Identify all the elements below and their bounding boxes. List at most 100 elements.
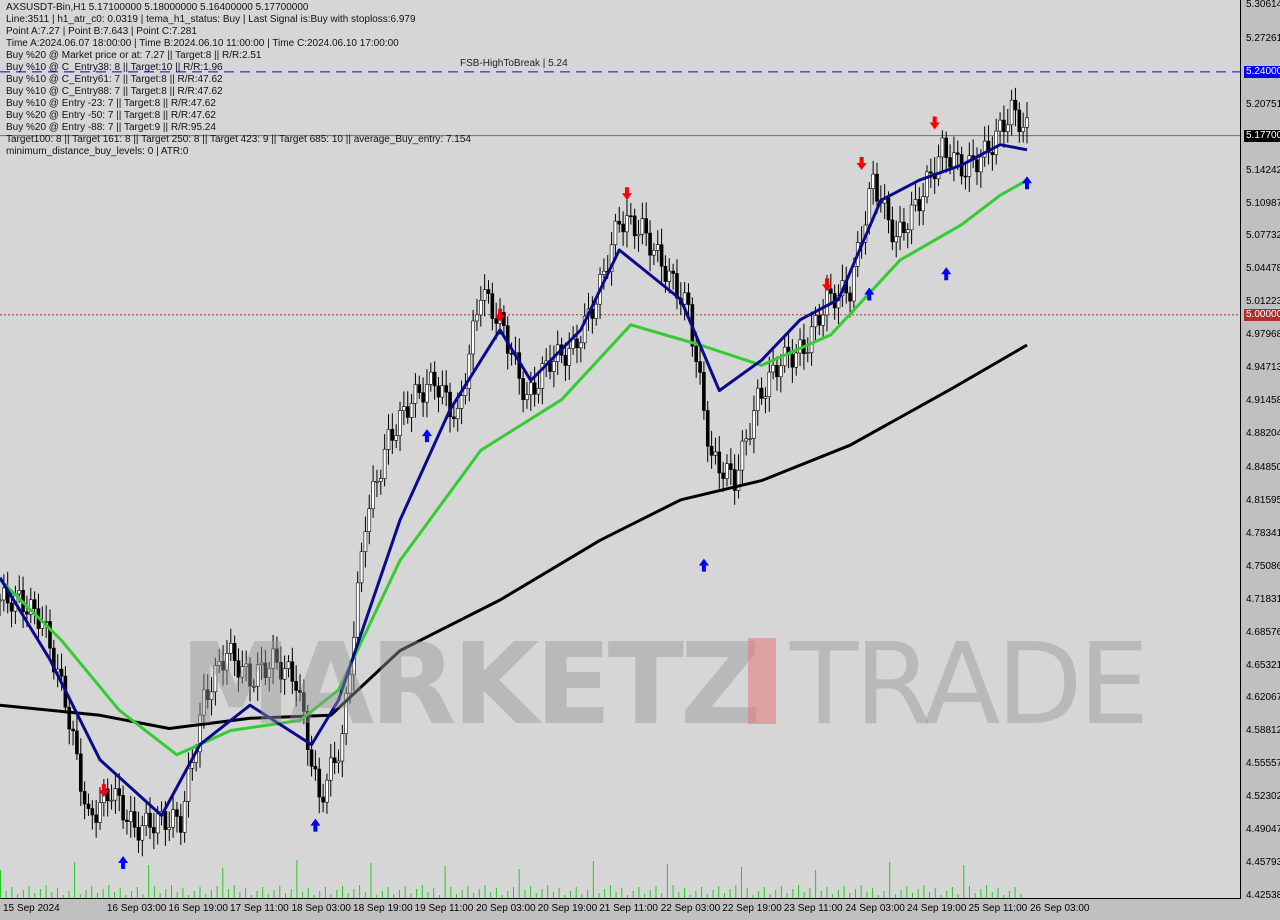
volume-bar: [832, 894, 834, 898]
candle-body: [467, 353, 472, 389]
candle-body: [132, 811, 137, 828]
volume-bar: [752, 895, 754, 898]
volume-bar: [427, 892, 429, 898]
volume-bar: [786, 893, 788, 898]
candle-body: [332, 757, 337, 764]
volume-bar: [142, 894, 144, 898]
candle-body: [205, 689, 210, 700]
candle-body: [629, 215, 633, 218]
volume-bar: [79, 894, 81, 898]
volume-bar: [894, 894, 896, 898]
candle-body: [1021, 127, 1025, 132]
candle-body: [709, 445, 714, 456]
y-tick-label: 4.71831: [1246, 593, 1280, 605]
volume-bar: [1020, 894, 1022, 898]
volume-bar: [815, 870, 817, 898]
volume-bar: [11, 887, 13, 898]
volume-bar: [342, 886, 343, 898]
volume-bar: [17, 894, 19, 898]
y-tick-label: 4.45793: [1246, 857, 1280, 869]
volume-bar: [974, 893, 976, 898]
candle-body: [1009, 99, 1014, 126]
volume-bar: [775, 890, 777, 898]
candle-body: [209, 691, 214, 700]
volume-bar: [131, 891, 133, 898]
volume-bar: [302, 892, 304, 898]
candle-body: [705, 410, 710, 447]
volume-bar: [484, 885, 486, 898]
sell-arrow-icon: [98, 784, 109, 798]
volume-bar: [57, 888, 58, 898]
volume-bar: [108, 885, 110, 898]
volume-bar: [285, 893, 286, 898]
candle-body: [402, 406, 406, 411]
candle-body: [282, 668, 287, 680]
candle-body: [163, 811, 168, 830]
candle-body: [271, 648, 275, 669]
volume-bar: [370, 863, 372, 898]
candle-body: [144, 812, 148, 827]
volume-bar: [239, 892, 241, 898]
sell-arrow-icon: [929, 116, 940, 130]
volume-bar: [661, 893, 663, 898]
price-chart: [0, 71, 1240, 898]
candle-body: [529, 382, 533, 396]
candle-body: [717, 451, 722, 474]
volume-bar: [228, 889, 229, 898]
volume-bar: [313, 895, 315, 898]
candle-body: [1005, 124, 1010, 132]
candle-body: [698, 361, 702, 373]
volume-bar: [735, 885, 737, 898]
volume-bar: [672, 885, 674, 898]
volume-bar: [359, 885, 361, 898]
volume-bar: [39, 889, 41, 898]
volume-bar: [575, 887, 577, 898]
volume-bar: [872, 888, 874, 898]
volume-bar: [592, 861, 594, 898]
candle-body: [321, 796, 325, 803]
chart-area[interactable]: MARKETZ TRADE AXSUSDT-Bin,H1 5.17100000 …: [0, 0, 1241, 899]
fsb-label: FSB-HighToBreak | 5.24: [460, 58, 568, 69]
volume-bar: [644, 894, 646, 898]
candle-body: [275, 648, 279, 663]
volume-bar: [547, 885, 549, 898]
candle-body: [732, 469, 737, 491]
x-tick-label: 16 Sep 19:00: [168, 903, 228, 914]
candle-body: [25, 611, 29, 615]
candle-body: [552, 361, 556, 372]
candle-body: [644, 218, 649, 234]
volume-bar: [701, 887, 703, 898]
candle-body: [155, 813, 160, 834]
x-tick-label: 21 Sep 11:00: [599, 903, 658, 914]
volume-bar: [883, 891, 885, 898]
volume-bar: [530, 886, 532, 898]
candle-body: [378, 478, 383, 482]
candle-body: [479, 300, 483, 316]
candle-body: [909, 204, 914, 231]
volume-bar: [267, 894, 269, 898]
volume-bar: [558, 888, 560, 898]
candle-body: [775, 364, 779, 378]
volume-bar: [780, 886, 782, 898]
y-tick-label: 4.49047: [1246, 824, 1280, 836]
candle-body: [917, 199, 922, 212]
y-tick-label: 4.81595: [1246, 494, 1280, 506]
buy-arrow-icon: [698, 558, 709, 572]
candle-body: [905, 229, 910, 233]
candle-body: [309, 749, 314, 767]
volume-bar: [495, 888, 497, 898]
volume-bar: [718, 886, 720, 898]
volume-bar: [632, 891, 634, 898]
volume-bar: [729, 889, 731, 898]
volume-bar: [997, 888, 999, 898]
volume-bar: [210, 890, 212, 898]
candle-body: [52, 647, 56, 673]
candle-body: [648, 232, 652, 256]
candle-body: [90, 808, 95, 816]
candle-body: [236, 660, 241, 678]
candle-body: [225, 653, 229, 671]
y-tick-label: 4.42538: [1246, 890, 1280, 901]
candle-body: [929, 171, 933, 174]
volume-bar: [1014, 887, 1016, 898]
candle-body: [982, 140, 987, 158]
